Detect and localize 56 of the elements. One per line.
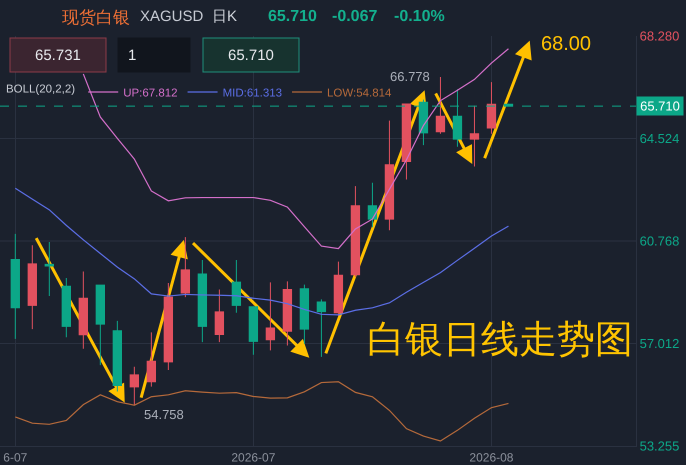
text: -0.10% xyxy=(394,8,445,25)
candlestick xyxy=(436,76,446,134)
candlestick xyxy=(248,306,258,356)
text: 65.710 xyxy=(268,8,318,25)
text: 日K xyxy=(212,8,238,25)
candlestick xyxy=(368,182,378,228)
candlestick xyxy=(44,242,54,297)
chart-title: 现货白银 xyxy=(62,8,130,27)
candlestick xyxy=(10,233,20,340)
y-tick-label: 57.012 xyxy=(640,336,680,352)
candlestick xyxy=(266,282,276,351)
annotation: 65.710 xyxy=(228,47,274,64)
candlestick xyxy=(300,284,310,344)
x-tick-label: 2026-07 xyxy=(231,450,276,464)
candlestick xyxy=(350,186,360,278)
candlestick xyxy=(282,280,292,346)
candlestick xyxy=(130,366,140,406)
candlestick xyxy=(146,332,156,388)
candlestick xyxy=(78,270,88,350)
annotation: 54.758 xyxy=(144,407,184,422)
line-series xyxy=(82,48,510,250)
legend-label: LOW:54.814 xyxy=(327,87,392,100)
annotation: 1 xyxy=(128,47,136,64)
text: -0.067 xyxy=(332,8,378,25)
x-tick-label: 2026-08 xyxy=(469,450,514,464)
text: 68.00 xyxy=(541,33,592,55)
candlestick xyxy=(316,298,326,358)
annotation: 65.731 xyxy=(35,47,81,64)
annotation: 白银日线走势图 xyxy=(367,319,633,361)
y-tick-label: 68.280 xyxy=(640,28,680,44)
legend-label: MID:61.313 xyxy=(222,87,282,100)
y-tick-label: 60.768 xyxy=(640,234,680,249)
y-tick-label: 53.255 xyxy=(640,438,680,454)
legend-label: UP:67.812 xyxy=(123,87,178,100)
candlestick xyxy=(384,120,394,231)
line-series xyxy=(14,381,510,442)
candlestick xyxy=(96,284,105,366)
candlestick xyxy=(180,236,190,298)
annotation: 66.778 xyxy=(390,69,430,84)
candlestick xyxy=(164,282,174,370)
x-tick-label: 6-07 xyxy=(3,450,28,464)
candlestick xyxy=(334,261,344,316)
line-series xyxy=(14,188,510,316)
candlestick xyxy=(214,289,224,343)
candlestick xyxy=(402,103,412,180)
candlestick xyxy=(232,260,242,314)
candlestick xyxy=(62,278,71,338)
candlestick xyxy=(486,82,496,134)
candlestick xyxy=(28,244,37,330)
chart-subtitle: XAGUSD xyxy=(140,8,204,25)
legend-title: BOLL(20,2,2) xyxy=(6,83,76,96)
ref-line-label: 65.710 xyxy=(640,98,680,114)
candlestick xyxy=(112,320,122,392)
candlestick xyxy=(470,105,480,167)
y-tick-label: 64.524 xyxy=(640,131,680,146)
candlestick xyxy=(198,260,208,343)
